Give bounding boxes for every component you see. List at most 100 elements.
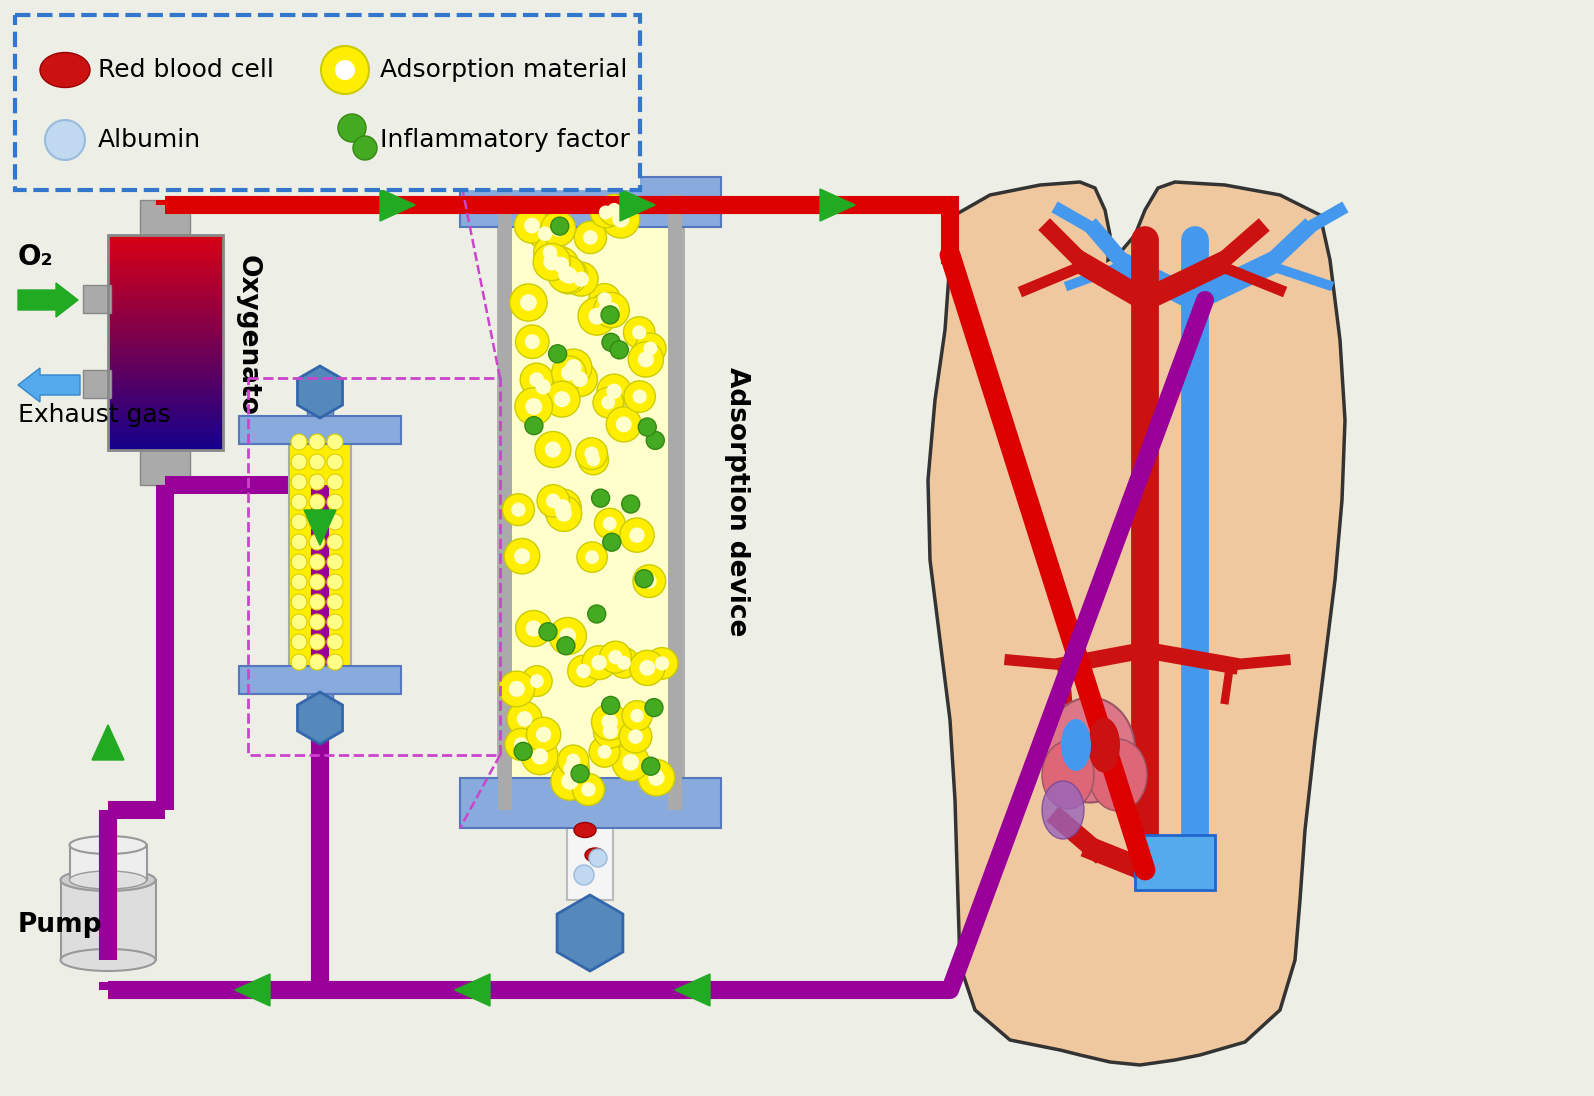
Circle shape (327, 633, 343, 650)
Bar (108, 386, 223, 388)
Circle shape (599, 301, 612, 315)
Circle shape (556, 637, 575, 654)
Circle shape (603, 723, 618, 739)
Bar (108, 235, 223, 450)
Bar (108, 413, 223, 414)
Circle shape (309, 434, 325, 450)
Bar (308, 400, 333, 430)
Bar (108, 363, 223, 365)
Bar (108, 426, 223, 427)
Bar (108, 302, 223, 305)
Circle shape (617, 655, 631, 670)
Bar (108, 443, 223, 445)
Circle shape (515, 388, 553, 425)
Circle shape (609, 650, 623, 664)
Bar (83, 370, 112, 398)
Circle shape (563, 761, 580, 777)
Circle shape (579, 445, 609, 475)
Circle shape (572, 372, 588, 387)
Bar (108, 263, 223, 264)
Circle shape (638, 352, 654, 367)
Bar (108, 307, 223, 308)
Bar (108, 401, 223, 402)
Bar (108, 272, 223, 274)
Circle shape (534, 237, 566, 269)
Bar (461, 176, 720, 227)
Bar (108, 427, 223, 429)
Circle shape (604, 302, 620, 318)
Bar (108, 327, 223, 329)
Bar (108, 313, 223, 316)
Bar (108, 336, 223, 338)
Bar (108, 244, 223, 246)
Bar (108, 444, 223, 445)
Circle shape (309, 574, 325, 590)
Circle shape (630, 709, 644, 722)
Circle shape (526, 620, 542, 637)
Circle shape (515, 208, 550, 243)
Bar (108, 258, 223, 260)
Bar (108, 410, 223, 411)
Circle shape (646, 648, 677, 680)
Circle shape (544, 253, 559, 271)
Circle shape (507, 701, 542, 737)
Circle shape (598, 374, 631, 409)
Bar (108, 436, 223, 437)
Bar (14, 15, 641, 190)
Bar (108, 395, 223, 397)
Circle shape (292, 553, 308, 570)
Bar (108, 285, 223, 286)
Bar (108, 429, 223, 431)
Ellipse shape (61, 869, 156, 891)
Bar (108, 434, 223, 435)
Bar (108, 355, 223, 356)
Bar (108, 288, 223, 289)
Ellipse shape (585, 848, 606, 861)
Circle shape (628, 342, 663, 377)
Circle shape (577, 541, 607, 572)
Circle shape (309, 594, 325, 610)
Bar (108, 391, 223, 392)
Circle shape (534, 243, 571, 281)
Bar (108, 238, 223, 240)
Text: O₂: O₂ (18, 243, 54, 271)
Polygon shape (92, 724, 124, 760)
Bar (108, 328, 223, 330)
Circle shape (633, 389, 647, 403)
Circle shape (536, 379, 552, 395)
Circle shape (590, 737, 620, 767)
Circle shape (612, 210, 630, 228)
Circle shape (536, 727, 552, 742)
Circle shape (544, 489, 582, 526)
Bar (108, 343, 223, 344)
Bar (108, 287, 223, 288)
Polygon shape (298, 366, 343, 418)
Bar (108, 381, 223, 383)
Bar (108, 419, 223, 421)
Text: Inflammatory factor: Inflammatory factor (379, 128, 630, 152)
Bar (108, 412, 223, 413)
Circle shape (603, 201, 639, 238)
Polygon shape (234, 974, 269, 1006)
Bar (108, 248, 223, 250)
Circle shape (327, 434, 343, 450)
Circle shape (634, 570, 654, 587)
Bar (461, 778, 720, 827)
Bar (108, 290, 223, 292)
Bar (108, 336, 223, 339)
Bar (108, 269, 223, 271)
Polygon shape (620, 189, 655, 221)
Bar (108, 309, 223, 310)
Circle shape (556, 505, 572, 522)
Text: Exhaust gas: Exhaust gas (18, 403, 171, 427)
Circle shape (327, 494, 343, 510)
Bar (108, 346, 223, 347)
Circle shape (547, 495, 582, 532)
Circle shape (555, 499, 571, 516)
Circle shape (603, 533, 620, 551)
Circle shape (515, 610, 552, 647)
Circle shape (292, 454, 308, 470)
Bar (108, 403, 223, 404)
Bar (108, 254, 223, 255)
Ellipse shape (1089, 739, 1148, 811)
